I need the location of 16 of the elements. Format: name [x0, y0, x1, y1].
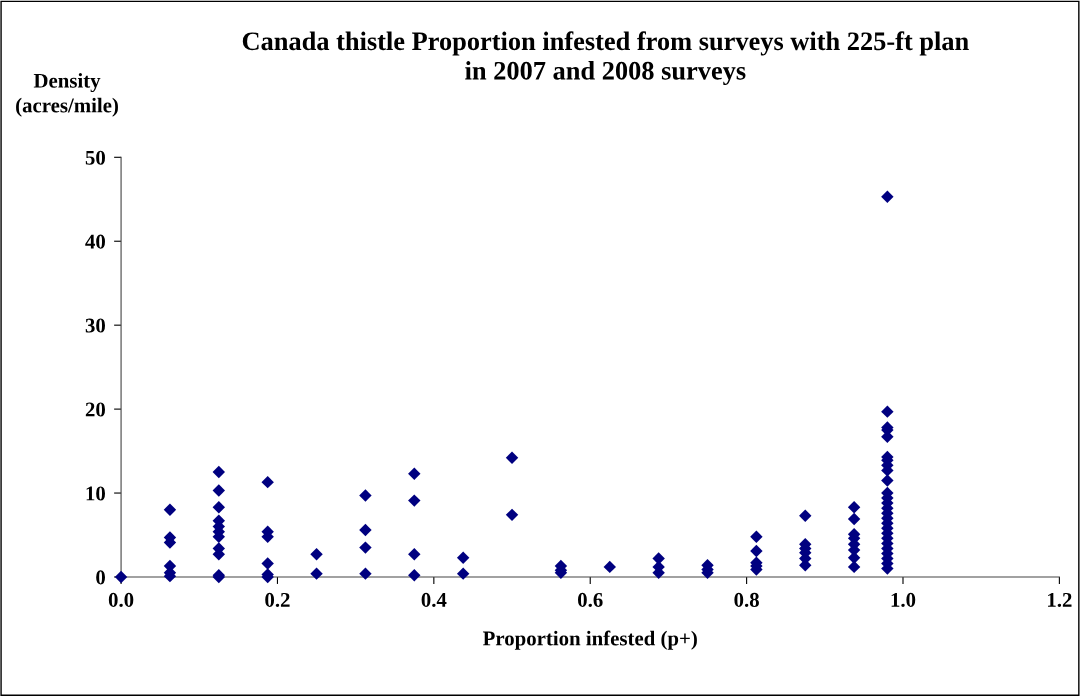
x-tick-label: 0.0	[108, 592, 134, 608]
y-tick-label: 40	[85, 234, 105, 249]
y-tick-label: 10	[86, 486, 105, 501]
x-axis-title: Proportion infested (p+)	[482, 630, 697, 650]
x-tick-label: 1.2	[1048, 592, 1072, 608]
y-tick-label: 30	[85, 318, 105, 333]
x-tick-label: 1.0	[891, 592, 916, 608]
x-tick-label: 0.4	[421, 592, 447, 608]
y-tick-label: 0	[96, 570, 105, 585]
x-tick-label: 0.2	[265, 592, 290, 608]
chart-title: Canada thistle Proportion infested from surveys with 225-ft plan in 2007 and 2008 surveys	[242, 31, 969, 86]
y-tick-label: 20	[85, 402, 105, 417]
x-tick-label: 0.6	[578, 592, 603, 608]
y-tick-label: 50	[85, 150, 105, 165]
y-axis-title: Density (acres/mile)	[16, 73, 118, 117]
x-tick-label: 0.8	[734, 592, 759, 608]
